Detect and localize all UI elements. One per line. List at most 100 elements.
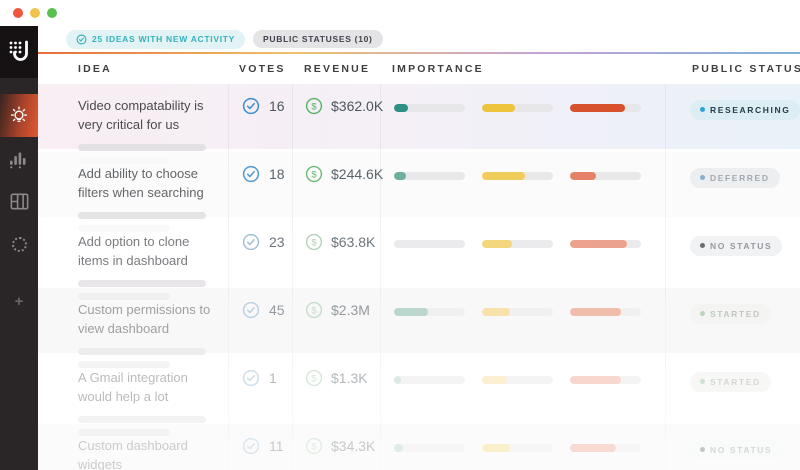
status-dot-icon (700, 447, 705, 452)
table-header: IDEA VOTES REVENUE IMPORTANCE PUBLIC STATUS (38, 54, 800, 84)
status-pill[interactable]: NO STATUS (690, 235, 783, 256)
importance-track (394, 104, 465, 112)
kanban-icon (10, 193, 28, 210)
sidebar-item-add[interactable]: + (0, 280, 38, 323)
svg-text:$: $ (311, 238, 317, 249)
vote-count: 23 (269, 234, 285, 250)
importance-track (482, 444, 553, 452)
column-header[interactable]: IDEA (78, 63, 112, 75)
gradient-divider (38, 52, 800, 54)
sidebar-item-segments[interactable] (0, 223, 38, 266)
table-row[interactable]: Video compatability is very critical for… (38, 84, 800, 164)
status-dot-icon (700, 379, 705, 384)
revenue-dollar-icon: $ (305, 369, 323, 387)
importance-fill (570, 240, 627, 248)
importance-fill (394, 172, 407, 180)
vote-count: 16 (269, 98, 285, 114)
idea-title: A Gmail integration would help a lot (78, 370, 188, 404)
importance-fill (482, 376, 507, 384)
importance-fill (394, 104, 409, 112)
bar-chart-icon (10, 152, 26, 168)
revenue-value: $2.3M (331, 302, 370, 318)
importance-fill (570, 376, 622, 384)
column-header[interactable]: REVENUE (304, 63, 371, 75)
importance-fill (394, 308, 429, 316)
idea-description-skeleton (78, 143, 206, 151)
new-activity-filter-pill[interactable]: 25 IDEAS WITH NEW ACTIVITY (66, 29, 246, 49)
svg-text:$: $ (311, 306, 317, 317)
public-statuses-filter-pill[interactable]: PUBLIC STATUSES (10) (253, 30, 383, 48)
importance-track (482, 172, 553, 180)
votes-cell: 18 (228, 152, 292, 232)
idea-title: Add option to clone items in dashboard (78, 234, 190, 268)
importance-track (394, 308, 465, 316)
uservoice-logo[interactable] (0, 26, 38, 78)
vote-check-icon (242, 369, 260, 387)
svg-text:$: $ (311, 374, 317, 385)
column-header[interactable]: IMPORTANCE (392, 63, 484, 75)
status-pill[interactable]: DEFERRED (690, 167, 780, 188)
idea-description-skeleton (78, 360, 170, 368)
sidebar-item-ideas[interactable] (0, 94, 38, 137)
logo-icon (9, 40, 28, 61)
votes-cell: 16 (228, 84, 292, 164)
svg-text:$: $ (311, 442, 317, 453)
votes-cell: 45 (228, 288, 292, 368)
importance-track (482, 104, 553, 112)
svg-text:$: $ (311, 102, 317, 113)
zoom-window-button[interactable] (47, 8, 57, 18)
table-row[interactable]: Add option to clone items in dashboard 2… (38, 220, 800, 300)
window-titlebar (0, 0, 800, 26)
table-row[interactable]: A Gmail integration would help a lot 1 $… (38, 356, 800, 436)
status-label: DEFERRED (710, 172, 770, 183)
importance-fill (570, 104, 626, 112)
status-cell: NO STATUS (665, 424, 800, 470)
idea-cell: Custom dashboard widgets (38, 424, 228, 470)
importance-track (394, 240, 465, 248)
sidebar-items: + (0, 94, 38, 323)
minimize-window-button[interactable] (30, 8, 40, 18)
importance-track (570, 172, 641, 180)
importance-cell (380, 84, 665, 164)
importance-track (394, 376, 465, 384)
revenue-value: $63.8K (331, 234, 376, 250)
status-pill[interactable]: RESEARCHING (690, 99, 800, 120)
table-row[interactable]: Add ability to choose filters when searc… (38, 152, 800, 232)
table-row[interactable]: Custom dashboard widgets 11 $ $34.3K NO … (38, 424, 800, 470)
vote-check-icon (242, 233, 260, 251)
idea-cell: A Gmail integration would help a lot (38, 356, 228, 436)
revenue-cell: $ $1.3K (292, 356, 380, 436)
column-header[interactable]: PUBLIC STATUS (692, 63, 800, 75)
column-header[interactable]: VOTES (239, 63, 286, 75)
importance-track (570, 308, 641, 316)
importance-fill (482, 172, 525, 180)
importance-track (570, 444, 641, 452)
status-label: STARTED (710, 376, 761, 387)
vote-check-icon (242, 437, 260, 455)
revenue-dollar-icon: $ (305, 97, 323, 115)
status-pill[interactable]: NO STATUS (690, 439, 783, 460)
dotted-circle-icon (11, 237, 27, 252)
table-row[interactable]: Custom permissions to view dashboard 45 … (38, 288, 800, 368)
filter-bar: 25 IDEAS WITH NEW ACTIVITY PUBLIC STATUS… (38, 26, 800, 52)
vote-count: 11 (269, 438, 284, 454)
importance-track (482, 376, 553, 384)
revenue-cell: $ $244.6K (292, 152, 383, 232)
status-pill[interactable]: STARTED (690, 371, 771, 392)
votes-cell: 23 (228, 220, 292, 300)
revenue-cell: $ $2.3M (292, 288, 380, 368)
sidebar-item-analytics[interactable] (0, 137, 38, 180)
revenue-cell: $ $362.0K (292, 84, 383, 164)
idea-cell: Custom permissions to view dashboard (38, 288, 228, 368)
new-activity-filter-label: 25 IDEAS WITH NEW ACTIVITY (92, 34, 236, 44)
status-cell: STARTED (665, 288, 800, 368)
importance-fill (570, 308, 622, 316)
sidebar-item-board[interactable] (0, 180, 38, 223)
idea-description-skeleton (78, 211, 206, 219)
lightbulb-icon (10, 105, 28, 122)
importance-track (570, 376, 641, 384)
status-pill[interactable]: STARTED (690, 303, 771, 324)
close-window-button[interactable] (13, 8, 23, 18)
importance-fill (482, 444, 511, 452)
sidebar: + (0, 26, 38, 470)
